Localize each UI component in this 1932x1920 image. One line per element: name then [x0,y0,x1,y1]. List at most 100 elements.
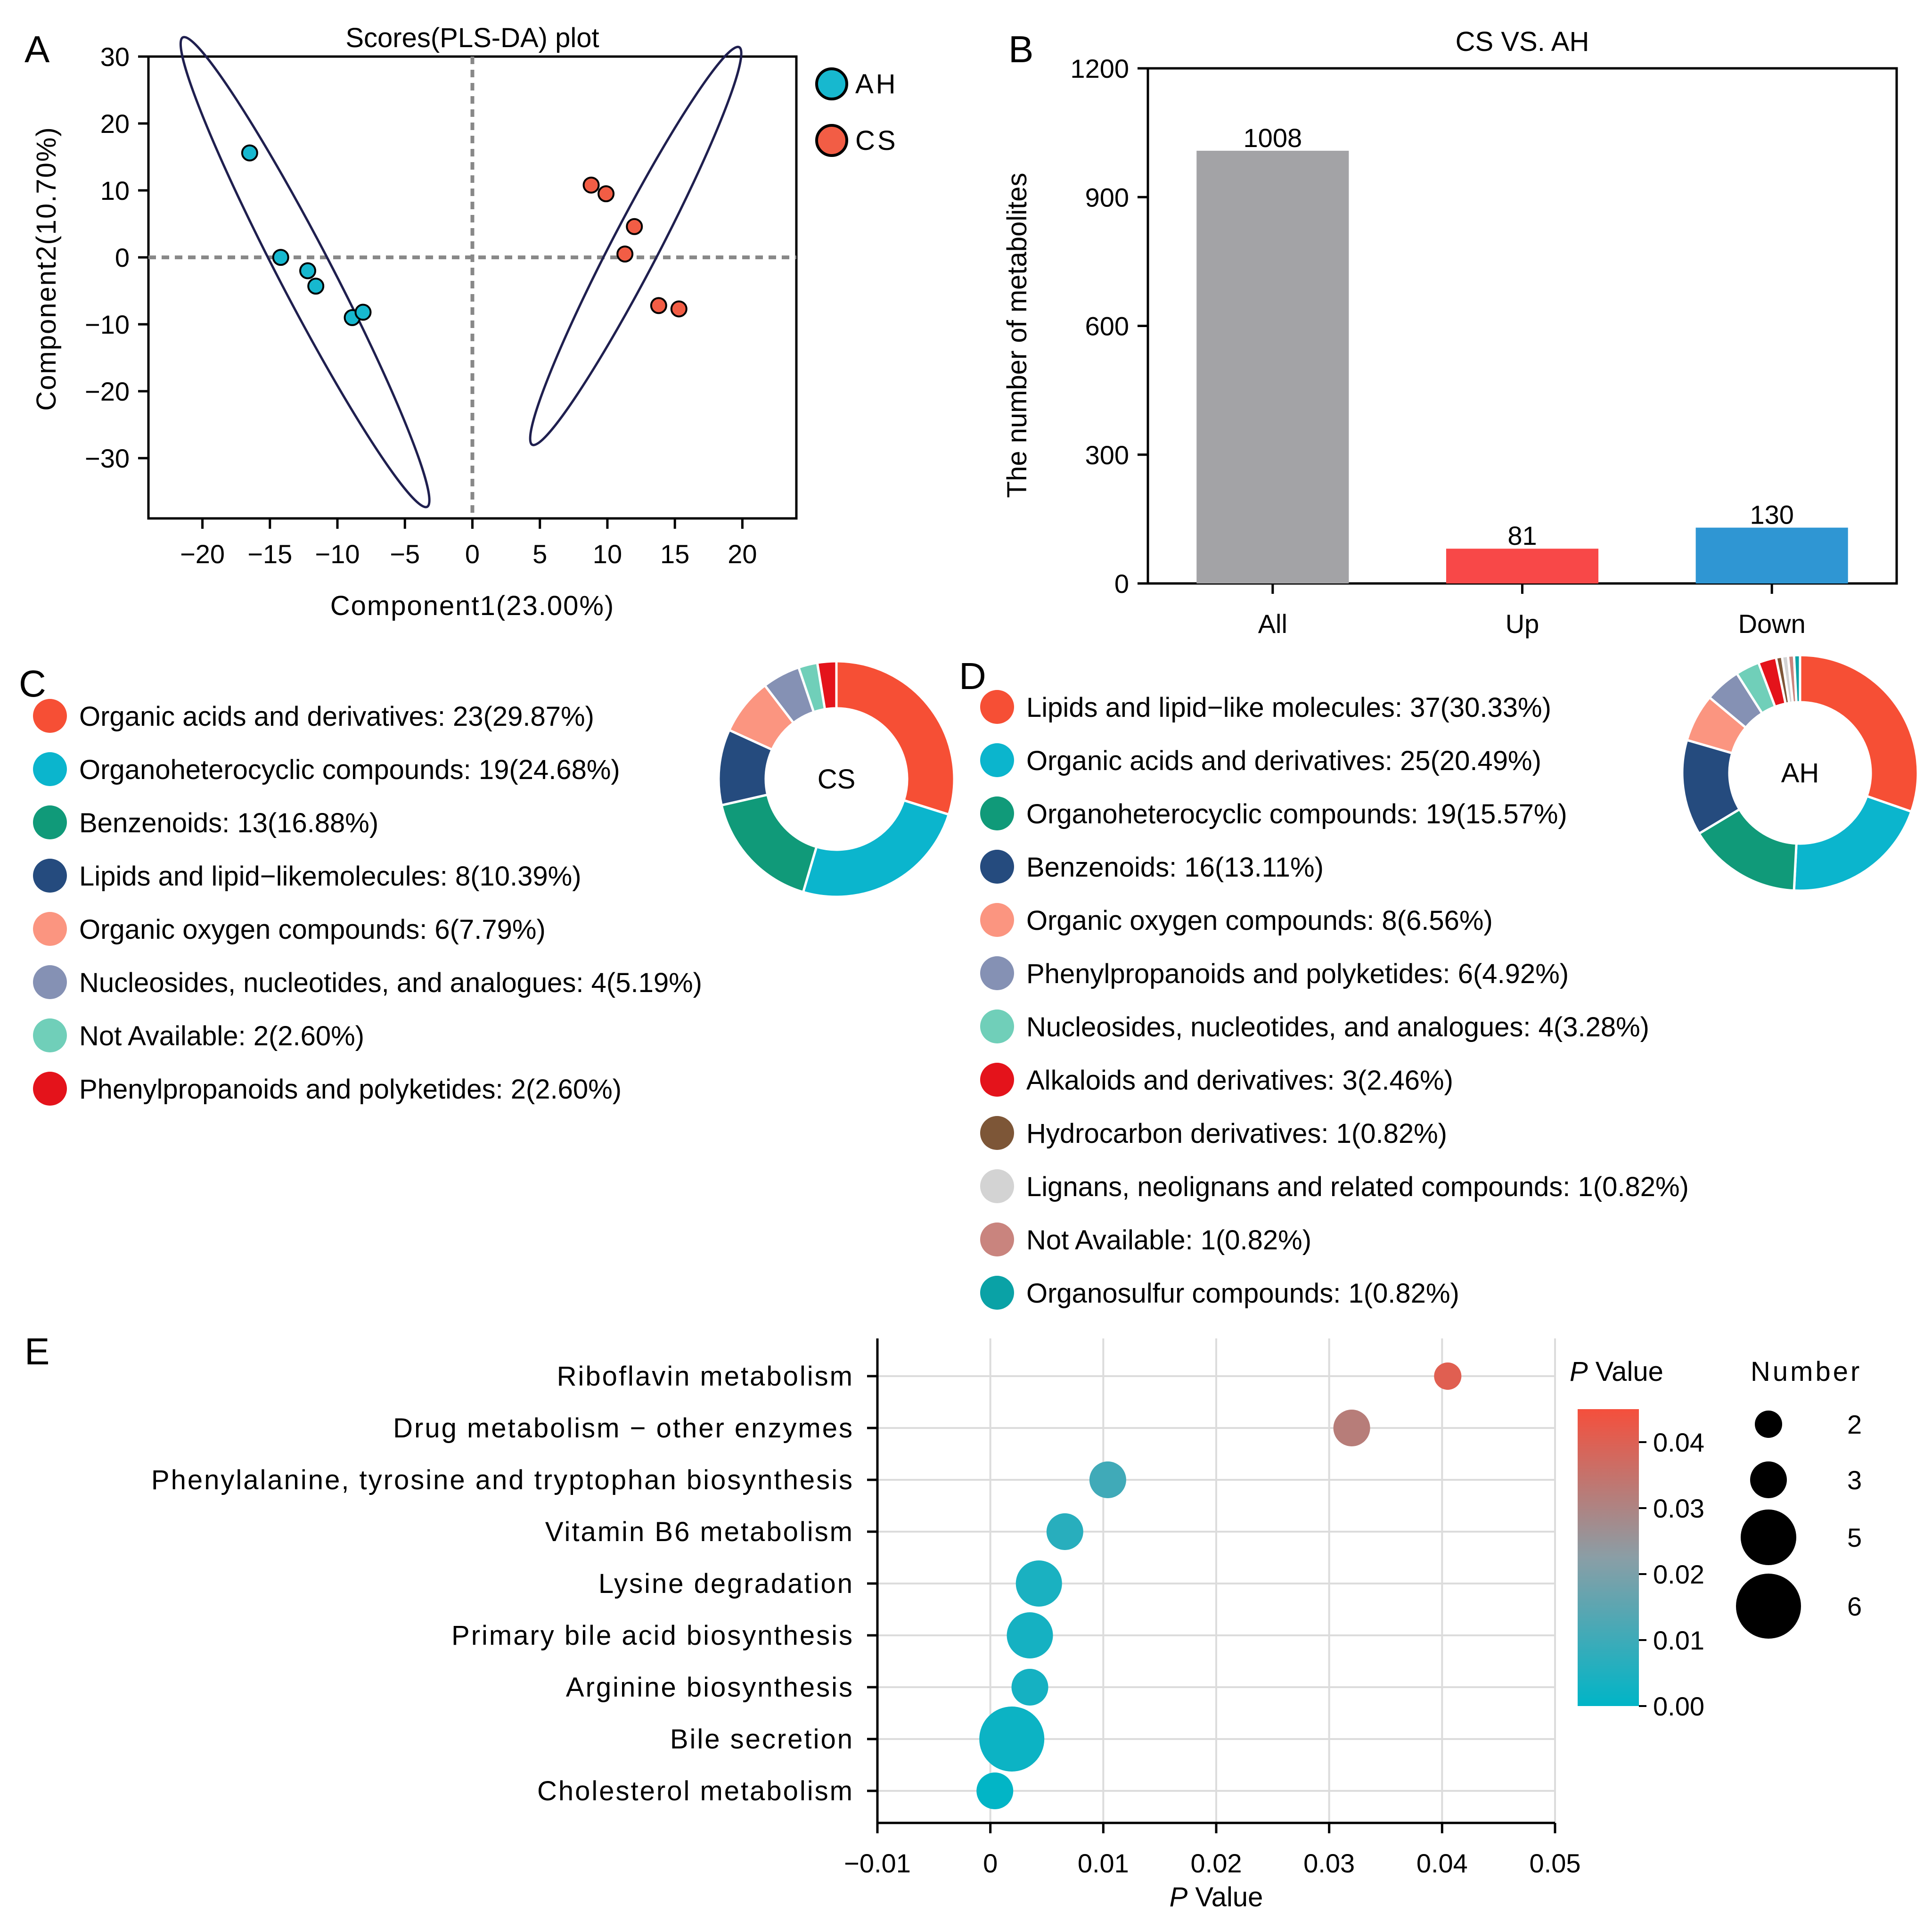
colorbar-tick-label: 0.00 [1653,1691,1704,1721]
pathway-label: Arginine biosynthesis [566,1672,854,1703]
legend-marker [980,1116,1014,1150]
legend-marker [980,1169,1014,1203]
y-tick-label: 600 [1085,312,1129,341]
legend-marker-cs [815,124,848,157]
y-tick-label: 1200 [1070,54,1129,83]
panel-c-donut-cs: Organic acids and derivatives: 23(29.87%… [33,660,956,1106]
legend-marker [33,699,67,733]
legend-marker [980,690,1014,724]
x-tick-label: 0 [465,539,480,569]
donut-slice [1793,654,1801,704]
legend-label: Alkaloids and derivatives: 3(2.46%) [1026,1065,1453,1096]
pathway-bubble [1007,1612,1053,1658]
x-axis-label: Component1(23.00%) [330,591,614,621]
donut-slice [802,799,950,898]
legend-marker [980,1223,1014,1256]
legend-label: Lipids and lipid−like molecules: 37(30.3… [1026,692,1551,723]
donut-center-label: AH [1781,758,1819,788]
legend-marker [33,752,67,786]
pathway-label: Bile secretion [670,1724,854,1755]
legend-label: Organosulfur compounds: 1(0.82%) [1026,1278,1459,1309]
legend-label: Hydrocarbon derivatives: 1(0.82%) [1026,1118,1447,1149]
pathway-bubble [1089,1461,1126,1498]
size-legend-marker [1755,1411,1782,1438]
pathway-bubble [1011,1669,1048,1706]
x-tick-label: −5 [390,539,420,569]
data-point-ah [307,278,325,295]
panel-letter-d: D [959,655,986,697]
legend-label: Organoheterocyclic compounds: 19(15.57%) [1026,799,1567,829]
size-legend-label: 6 [1847,1592,1862,1621]
donut-slice [835,660,956,816]
legend-label: Organic oxygen compounds: 8(6.56%) [1026,905,1493,936]
legend-marker [33,859,67,893]
legend-marker [33,965,67,999]
pathway-bubble [1333,1410,1370,1446]
y-axis-label: The number of metabolites [1002,173,1032,498]
legend-label: Phenylpropanoids and polyketides: 6(4.92… [1026,959,1569,989]
legend-marker [980,956,1014,990]
size-legend-title: Number [1751,1356,1862,1387]
bar-value-label: 1008 [1244,123,1302,153]
chart-title: Scores(PLS-DA) plot [345,23,599,53]
y-axis-label: Component2(10.70%) [31,126,62,410]
legend-label: Lignans, neolignans and related compound… [1026,1172,1689,1202]
x-tick-label: 20 [728,539,757,569]
pathway-label: Cholesterol metabolism [537,1776,854,1806]
size-legend-label: 5 [1847,1523,1862,1552]
x-tick-label: −20 [180,539,225,569]
legend-label: Organic acids and derivatives: 25(20.49%… [1026,746,1541,776]
y-tick-label: 30 [100,42,130,72]
x-tick-label: 0.02 [1191,1848,1242,1878]
legend-marker [33,805,67,839]
donut-slice [1793,795,1913,892]
confidence-ellipse-cs [529,46,743,446]
colorbar-tick-label: 0.03 [1653,1493,1704,1523]
x-category-label: Up [1506,609,1539,639]
size-legend-marker [1741,1510,1796,1565]
legend-label: Organoheterocyclic compounds: 19(24.68%) [79,755,620,785]
y-tick-label: −30 [85,443,130,473]
pathway-label: Riboflavin metabolism [557,1361,854,1392]
x-tick-label: 15 [660,539,689,569]
legend-marker [980,796,1014,830]
donut-slice [720,793,818,894]
bar-down [1695,527,1848,583]
data-point-ah [354,304,372,321]
legend-label-cs: CS [855,125,898,156]
y-tick-label: 0 [1114,569,1129,599]
x-tick-label: 5 [532,539,547,569]
x-category-label: All [1258,609,1287,639]
size-legend-label: 3 [1847,1465,1862,1495]
data-point-cs [582,176,600,194]
colorbar-tick-label: 0.02 [1653,1559,1704,1589]
size-legend-marker [1736,1574,1801,1639]
bar-up [1446,549,1599,583]
legend-label: Not Available: 2(2.60%) [79,1021,364,1051]
pathway-label: Vitamin B6 metabolism [545,1517,854,1547]
pathway-bubble [1434,1362,1462,1390]
data-point-cs [670,300,688,318]
data-point-ah [299,262,317,279]
x-tick-label: −0.01 [844,1848,911,1878]
pathway-bubble [976,1772,1014,1809]
legend-label: Phenylpropanoids and polyketides: 2(2.60… [79,1074,622,1105]
legend-label: Lipids and lipid−likemolecules: 8(10.39%… [79,861,581,892]
data-point-ah [241,144,258,162]
legend-label: Nucleosides, nucleotides, and analogues:… [79,968,702,998]
size-legend-label: 2 [1847,1410,1862,1439]
data-point-cs [616,245,634,263]
legend-marker [33,912,67,946]
y-tick-label: 20 [100,109,130,139]
x-tick-label: 0.04 [1416,1848,1468,1878]
donut-center-label: CS [818,764,856,795]
pathway-label: Drug metabolism − other enzymes [393,1413,854,1444]
x-tick-label: 0.01 [1078,1848,1129,1878]
x-tick-label: −10 [315,539,360,569]
x-tick-label: −15 [247,539,292,569]
legend-marker-ah [815,67,848,100]
legend-label: Organic acids and derivatives: 23(29.87%… [79,701,594,732]
bar-all [1196,150,1349,583]
y-tick-label: 0 [115,243,130,272]
